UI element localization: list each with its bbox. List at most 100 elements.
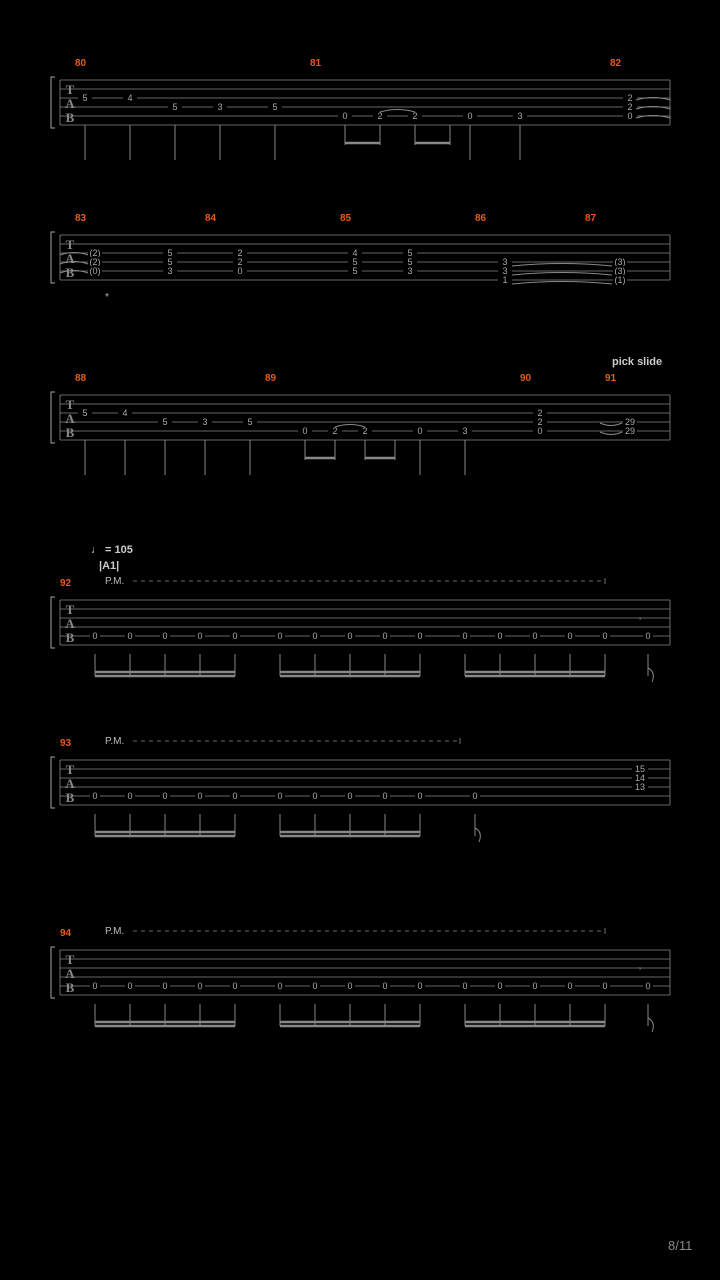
- svg-text:3: 3: [167, 266, 172, 276]
- svg-text:0: 0: [602, 631, 607, 641]
- svg-text:T: T: [66, 762, 75, 777]
- svg-text:0: 0: [302, 426, 307, 436]
- svg-text:P.M.: P.M.: [105, 736, 124, 747]
- svg-text:2: 2: [377, 111, 382, 121]
- svg-text:1: 1: [502, 275, 507, 285]
- svg-text:0: 0: [197, 791, 202, 801]
- svg-text:0: 0: [197, 981, 202, 991]
- svg-text:0: 0: [237, 266, 242, 276]
- svg-text:2: 2: [412, 111, 417, 121]
- svg-text:3: 3: [202, 417, 207, 427]
- svg-text:0: 0: [232, 981, 237, 991]
- svg-text:T: T: [66, 952, 75, 967]
- svg-text:T: T: [66, 82, 75, 97]
- svg-text:0: 0: [347, 791, 352, 801]
- svg-text:0: 0: [645, 981, 650, 991]
- svg-text:0: 0: [342, 111, 347, 121]
- svg-text:2: 2: [332, 426, 337, 436]
- svg-text:P.M.: P.M.: [105, 926, 124, 937]
- svg-text:T: T: [66, 602, 75, 617]
- svg-text:4: 4: [127, 93, 132, 103]
- svg-text:3: 3: [407, 266, 412, 276]
- svg-text:0: 0: [417, 631, 422, 641]
- svg-text:0: 0: [462, 981, 467, 991]
- svg-text:91: 91: [605, 373, 617, 384]
- svg-text:84: 84: [205, 213, 217, 224]
- svg-text:0: 0: [567, 631, 572, 641]
- svg-text:(1): (1): [615, 275, 626, 285]
- svg-text:0: 0: [162, 631, 167, 641]
- svg-text:3: 3: [462, 426, 467, 436]
- page-number: 8/11: [668, 1238, 692, 1253]
- svg-text:0: 0: [472, 791, 477, 801]
- svg-text:0: 0: [347, 631, 352, 641]
- svg-text:0: 0: [277, 631, 282, 641]
- svg-text:B: B: [66, 265, 75, 280]
- svg-text:A: A: [65, 966, 75, 981]
- svg-text:5: 5: [172, 102, 177, 112]
- svg-text:5: 5: [82, 93, 87, 103]
- svg-text:(0): (0): [90, 266, 101, 276]
- svg-text:0: 0: [497, 631, 502, 641]
- svg-text:A: A: [65, 616, 75, 631]
- svg-text:P.M.: P.M.: [105, 576, 124, 587]
- svg-text:5: 5: [352, 266, 357, 276]
- svg-text:5: 5: [272, 102, 277, 112]
- svg-text:0: 0: [382, 981, 387, 991]
- svg-text:T: T: [66, 397, 75, 412]
- svg-text:81: 81: [310, 58, 322, 69]
- svg-text:85: 85: [340, 213, 352, 224]
- svg-text:0: 0: [197, 631, 202, 641]
- svg-text:0: 0: [645, 631, 650, 641]
- svg-text:0: 0: [162, 981, 167, 991]
- svg-text:0: 0: [277, 791, 282, 801]
- svg-text:B: B: [66, 110, 75, 125]
- svg-text:86: 86: [475, 213, 487, 224]
- svg-text:B: B: [66, 980, 75, 995]
- svg-text:0: 0: [127, 981, 132, 991]
- svg-text:5: 5: [247, 417, 252, 427]
- svg-text:2: 2: [362, 426, 367, 436]
- svg-text:0: 0: [532, 631, 537, 641]
- svg-text:92: 92: [60, 578, 72, 589]
- svg-text:𝄾: 𝄾: [639, 964, 642, 974]
- svg-text:|A1|: |A1|: [99, 560, 119, 572]
- svg-text:82: 82: [610, 58, 622, 69]
- svg-text:B: B: [66, 630, 75, 645]
- svg-text:B: B: [66, 425, 75, 440]
- svg-text:0: 0: [417, 791, 422, 801]
- svg-text:0: 0: [382, 791, 387, 801]
- svg-text:0: 0: [232, 631, 237, 641]
- svg-text:5: 5: [162, 417, 167, 427]
- svg-text:0: 0: [467, 111, 472, 121]
- svg-text:*: *: [105, 292, 109, 303]
- svg-text:0: 0: [382, 631, 387, 641]
- svg-text:B: B: [66, 790, 75, 805]
- svg-text:0: 0: [127, 631, 132, 641]
- svg-text:0: 0: [627, 111, 632, 121]
- svg-text:93: 93: [60, 738, 72, 749]
- svg-text:A: A: [65, 776, 75, 791]
- svg-text:94: 94: [60, 928, 72, 939]
- svg-text:83: 83: [75, 213, 87, 224]
- svg-text:0: 0: [312, 791, 317, 801]
- svg-text:𝄾: 𝄾: [639, 614, 642, 624]
- svg-text:0: 0: [92, 631, 97, 641]
- svg-text:89: 89: [265, 373, 277, 384]
- svg-text:3: 3: [517, 111, 522, 121]
- svg-text:13: 13: [635, 782, 645, 792]
- tab-sheet: TAB8081825453502203220TAB8384858687*(2)(…: [0, 0, 720, 1280]
- svg-text:0: 0: [602, 981, 607, 991]
- svg-text:0: 0: [277, 981, 282, 991]
- svg-text:0: 0: [312, 631, 317, 641]
- svg-text:3: 3: [217, 102, 222, 112]
- svg-text:0: 0: [537, 426, 542, 436]
- svg-text:♩: ♩: [91, 544, 102, 556]
- svg-text:0: 0: [312, 981, 317, 991]
- svg-text:80: 80: [75, 58, 87, 69]
- svg-text:0: 0: [127, 791, 132, 801]
- svg-text:0: 0: [532, 981, 537, 991]
- svg-text:0: 0: [347, 981, 352, 991]
- svg-text:pick slide: pick slide: [612, 356, 662, 368]
- svg-text:0: 0: [567, 981, 572, 991]
